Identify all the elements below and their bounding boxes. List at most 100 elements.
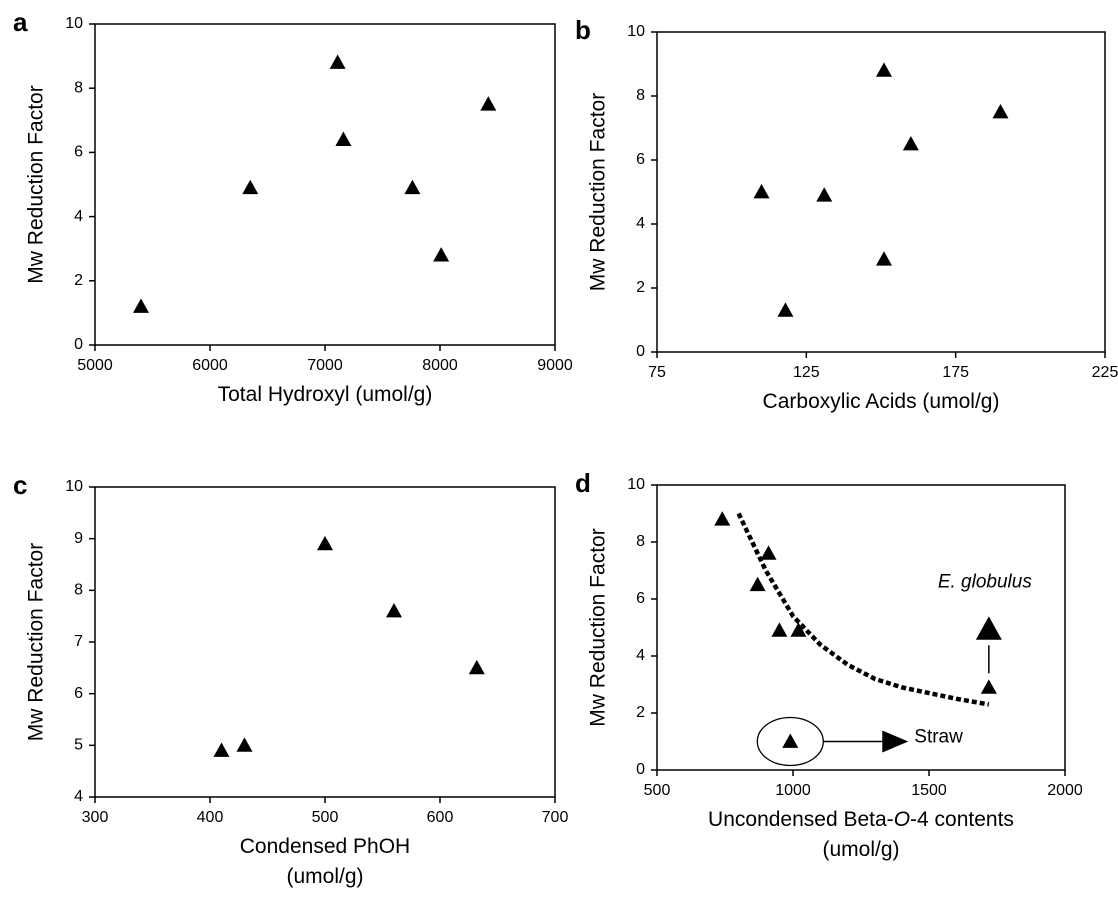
data-point: [317, 535, 333, 551]
data-point: [816, 187, 833, 202]
y-axis-title: Mw Reduction Factor: [587, 528, 610, 726]
data-point: [242, 179, 259, 195]
data-point: [771, 622, 788, 637]
y-tick-label: 9: [74, 530, 83, 547]
annotation-arrowhead: [882, 730, 909, 753]
x-tick-label: 2000: [1047, 782, 1083, 799]
panel-label: c: [13, 470, 27, 500]
x-tick-label: 225: [1092, 364, 1118, 381]
y-tick-label: 7: [74, 633, 83, 650]
panel-label: b: [575, 15, 591, 45]
data-point: [404, 179, 421, 195]
x-tick-label: 175: [942, 364, 969, 381]
y-tick-label: 8: [636, 533, 645, 550]
y-tick-label: 5: [74, 737, 83, 754]
y-tick-label: 2: [636, 279, 645, 296]
x-tick-label: 500: [312, 809, 339, 826]
y-tick-label: 6: [74, 144, 83, 161]
y-axis-title: Mw Reduction Factor: [587, 93, 610, 291]
y-tick-label: 6: [636, 151, 645, 168]
data-point: [468, 659, 485, 675]
x-tick-label: 300: [82, 809, 109, 826]
plot-frame: [94, 23, 556, 346]
x-axis-title-part: Total Hydroxyl (umol/g): [218, 383, 433, 406]
data-point: [236, 737, 253, 752]
y-tick-label: 10: [65, 478, 83, 495]
y-tick-label: 8: [636, 87, 645, 104]
x-tick-label: 125: [793, 364, 820, 381]
x-axis-title: (umol/g): [286, 865, 363, 888]
y-axis-title: Mw Reduction Factor: [25, 85, 48, 283]
data-point: [902, 136, 919, 151]
data-point: [782, 733, 799, 748]
y-tick-label: 4: [636, 215, 645, 232]
x-axis-title-part: Uncondensed Beta-: [708, 808, 894, 831]
y-tick-label: 10: [65, 15, 83, 32]
x-tick-label: 1000: [775, 782, 811, 799]
x-tick-label: 700: [542, 809, 569, 826]
x-axis-title-part: O: [894, 808, 910, 831]
x-axis-title-part: -4 contents: [910, 808, 1014, 831]
data-point: [329, 54, 346, 69]
y-axis-title: Mw Reduction Factor: [25, 543, 48, 741]
x-axis-title-part: Condensed PhOH: [240, 835, 410, 858]
x-tick-label: 9000: [537, 357, 573, 374]
x-tick-label: 6000: [192, 357, 228, 374]
x-tick-label: 400: [197, 809, 224, 826]
data-point: [777, 302, 794, 317]
data-point: [760, 545, 777, 560]
annotation-marker: [975, 616, 1002, 640]
data-point: [875, 62, 892, 77]
x-axis-title: Total Hydroxyl (umol/g): [218, 383, 433, 406]
data-point: [480, 96, 497, 111]
y-tick-label: 0: [74, 336, 83, 353]
y-tick-label: 4: [74, 788, 83, 805]
y-tick-label: 4: [74, 208, 83, 225]
x-axis-title-part: (umol/g): [286, 865, 363, 888]
annotation: Straw: [914, 727, 963, 748]
y-tick-label: 6: [636, 590, 645, 607]
x-tick-label: 7000: [307, 357, 343, 374]
y-tick-label: 0: [636, 343, 645, 360]
data-point: [790, 622, 807, 637]
x-tick-label: 600: [427, 809, 454, 826]
y-tick-label: 4: [636, 647, 645, 664]
panel-label: d: [575, 468, 591, 498]
data-point: [980, 679, 997, 694]
plot-frame: [94, 486, 556, 798]
data-point: [992, 104, 1009, 119]
annotation: E. globulus: [938, 571, 1033, 592]
y-tick-label: 2: [74, 272, 83, 289]
x-tick-label: 75: [648, 364, 666, 381]
plot-frame: [656, 484, 1066, 771]
data-point: [335, 131, 352, 146]
data-point: [714, 511, 731, 526]
x-tick-label: 5000: [77, 357, 113, 374]
data-point: [133, 298, 149, 313]
y-tick-label: 10: [627, 476, 645, 493]
y-tick-label: 10: [627, 23, 645, 40]
x-tick-label: 1500: [911, 782, 947, 799]
y-tick-label: 8: [74, 79, 83, 96]
data-point: [386, 603, 402, 618]
data-point: [875, 251, 892, 266]
y-tick-label: 8: [74, 582, 83, 599]
data-point: [433, 247, 450, 262]
panel-label: a: [13, 7, 28, 37]
x-axis-title: Condensed PhOH: [240, 835, 410, 858]
data-point: [749, 576, 766, 592]
x-axis-title: Carboxylic Acids (umol/g): [763, 390, 1000, 413]
x-axis-title-part: (umol/g): [822, 838, 899, 861]
y-tick-label: 2: [636, 704, 645, 721]
data-point: [753, 184, 770, 199]
plot-frame: [656, 31, 1106, 353]
x-axis-title-part: Carboxylic Acids (umol/g): [763, 390, 1000, 413]
data-point: [213, 742, 230, 757]
y-tick-label: 6: [74, 685, 83, 702]
trend-line: [736, 512, 990, 707]
x-tick-label: 8000: [422, 357, 458, 374]
y-tick-label: 0: [636, 761, 645, 778]
x-axis-title: (umol/g): [822, 838, 899, 861]
x-axis-title: Uncondensed Beta-O-4 contents: [708, 808, 1014, 831]
